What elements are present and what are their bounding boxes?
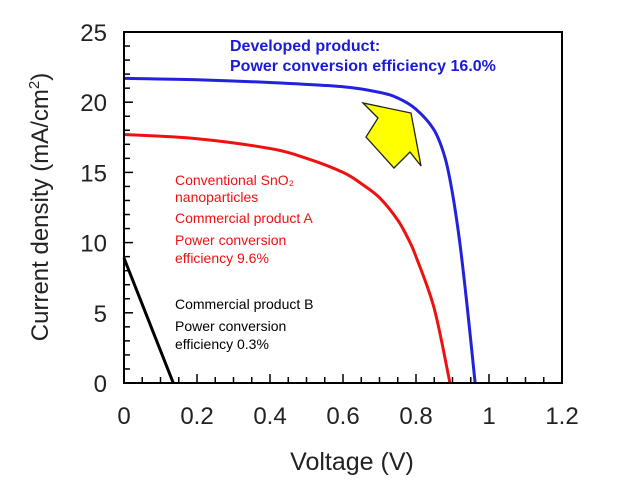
x-tick-labels: 0 0.2 0.4 0.6 0.8 1 1.2	[117, 403, 578, 430]
annotation-line: Commercial product A	[175, 210, 313, 226]
x-tick-label: 0.2	[180, 403, 213, 430]
y-tick-label: 5	[94, 301, 107, 328]
series-line-1	[123, 132, 452, 384]
annotation-line: Conventional SnO₂	[175, 172, 294, 188]
annotation-line: nanoparticles	[175, 189, 258, 205]
annotation-conventional: Conventional SnO₂ nanoparticles Commerci…	[175, 172, 313, 266]
annotation-line: efficiency 0.3%	[175, 336, 269, 352]
x-tick-label: 1.2	[545, 403, 578, 430]
annotation-line: Power conversion	[175, 318, 286, 334]
y-tick-label: 15	[80, 160, 107, 187]
curves	[122, 76, 477, 384]
x-tick-label: 0.4	[253, 403, 286, 430]
annotation-line: Power conversion efficiency 16.0%	[230, 58, 496, 75]
series-line-2	[122, 257, 175, 384]
annotation-commercial-b: Commercial product B Power conversion ef…	[175, 296, 314, 352]
y-tick-label: 25	[80, 20, 107, 47]
series-line-0	[123, 76, 477, 384]
annotation-line: Power conversion	[175, 232, 286, 248]
annotation-line: Developed product:	[230, 38, 380, 55]
y-tick-labels: 0 5 10 15 20 25	[80, 20, 107, 398]
annotation-developed: Developed product: Power conversion effi…	[230, 38, 496, 75]
improvement-arrow	[361, 101, 422, 169]
x-tick-label: 0.8	[399, 403, 432, 430]
x-tick-label: 1	[482, 403, 495, 430]
y-tick-label: 20	[80, 90, 107, 117]
y-tick-label: 10	[80, 231, 107, 258]
x-axis-label: Voltage (V)	[290, 448, 414, 476]
x-tick-label: 0	[117, 403, 130, 430]
y-axis-label: Current density (mA/cm2)	[26, 73, 54, 341]
x-tick-label: 0.6	[326, 403, 359, 430]
annotation-line: Commercial product B	[175, 296, 314, 312]
annotation-line: efficiency 9.6%	[175, 250, 269, 266]
plot-frame	[123, 31, 563, 384]
y-tick-label: 0	[94, 371, 107, 398]
